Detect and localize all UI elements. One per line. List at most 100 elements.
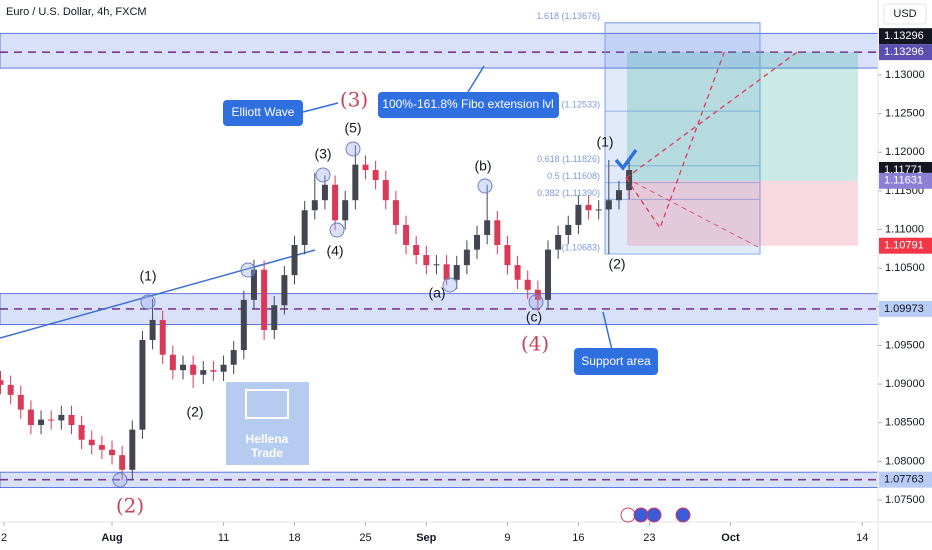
x-tick-label: 18 xyxy=(288,532,300,544)
x-tick-label: 25 xyxy=(359,532,371,544)
candle-body xyxy=(575,204,582,225)
candle-body xyxy=(626,170,633,191)
candle-body xyxy=(230,350,237,365)
y-tick-label: 1.12000 xyxy=(885,146,925,158)
price-label-box xyxy=(879,44,932,61)
price-label-box xyxy=(879,237,932,254)
callout xyxy=(223,100,303,126)
price-label: 1.07763 xyxy=(884,474,924,486)
candle-body xyxy=(220,364,227,372)
fib-label: 0.5 (1.11608) xyxy=(547,171,600,181)
callout xyxy=(574,348,658,375)
candle-body xyxy=(109,449,116,456)
y-tick-label: 1.08000 xyxy=(885,455,925,467)
wave-label: (b) xyxy=(474,158,491,174)
candle-body xyxy=(261,269,268,330)
x-tick-label: 9 xyxy=(504,532,510,544)
wave-label: (2) xyxy=(608,256,625,272)
price-label-box xyxy=(879,28,932,45)
candle-body xyxy=(565,224,572,235)
candle-body xyxy=(98,445,105,450)
callout-text: Elliott Wave xyxy=(232,105,295,119)
currency-box[interactable] xyxy=(883,3,927,25)
candle-body xyxy=(250,269,257,300)
candle-body xyxy=(494,220,501,246)
pointer xyxy=(602,311,613,351)
candle-body xyxy=(7,384,14,395)
logo-icon xyxy=(245,389,289,419)
pointer xyxy=(302,102,339,113)
fib-label: (1.12533) xyxy=(561,99,600,109)
candle-body xyxy=(169,354,176,371)
price-label: 1.13296 xyxy=(884,30,924,42)
fib-box xyxy=(604,22,761,255)
candle-body xyxy=(585,204,592,211)
overlays: 1.618 (1.13676) (1.12533) 0.618 (1.11826) 0… xyxy=(0,11,879,489)
candle-body xyxy=(362,164,369,171)
x-tick-label: 14 xyxy=(856,532,868,544)
candle-body xyxy=(423,255,430,266)
event-icons xyxy=(620,507,691,523)
callout xyxy=(378,92,559,118)
candle-body xyxy=(129,429,136,470)
y-tick-label: 1.07500 xyxy=(885,494,925,506)
symbol: Euro / U.S. Dollar, 4h, FXCM xyxy=(6,6,147,18)
candle-body xyxy=(463,249,470,266)
wave-label: (2) xyxy=(186,404,203,420)
candle-body xyxy=(321,184,328,201)
y-tick-label: 1.08500 xyxy=(885,417,925,429)
price-label-box xyxy=(879,300,932,317)
candle-body xyxy=(443,264,450,280)
projection xyxy=(625,49,801,249)
candle-body xyxy=(139,340,146,430)
price-label: 1.09973 xyxy=(884,303,924,315)
zone xyxy=(0,32,879,69)
candle-body xyxy=(48,419,55,421)
candle-body xyxy=(514,265,521,280)
major-wave-label: (3) xyxy=(340,88,368,112)
candle-body xyxy=(159,319,166,355)
major-wave-label: (2) xyxy=(116,494,144,518)
y-tick-label: 1.11000 xyxy=(885,223,924,235)
check-mark xyxy=(614,148,638,171)
candle-body xyxy=(88,439,95,446)
y-tick-label: 1.13000 xyxy=(885,69,925,81)
candle-body xyxy=(332,184,339,221)
candle-body xyxy=(372,170,379,181)
candle-body xyxy=(595,209,602,211)
wave-label: (4) xyxy=(326,243,343,259)
price-label: 1.13296 xyxy=(884,46,924,58)
wave-circles xyxy=(112,141,544,488)
wave-label: (a) xyxy=(428,285,445,301)
candle-body xyxy=(271,305,278,330)
candle-body xyxy=(119,455,126,470)
x-tick-label: 16 xyxy=(572,532,584,544)
candle-body xyxy=(342,200,349,221)
candle-body xyxy=(311,200,318,211)
candle-body xyxy=(433,264,440,266)
candle-body xyxy=(453,265,460,280)
candle-body xyxy=(68,414,75,426)
candle-body xyxy=(382,180,389,201)
x-tick-label: Sep xyxy=(416,532,436,544)
candle-body xyxy=(413,245,420,256)
callout-text: Support area xyxy=(581,354,651,368)
currency[interactable]: USD xyxy=(893,8,916,20)
x-tick-label: Aug xyxy=(101,532,122,544)
y-tick-label: 1.09500 xyxy=(885,339,925,351)
y-tick-label: 1.12500 xyxy=(885,108,925,120)
candle-body xyxy=(555,234,562,250)
price-label: 1.10791 xyxy=(884,240,924,252)
fib-label: 1.618 (1.13676) xyxy=(536,11,600,21)
candles xyxy=(0,145,633,480)
wave-label: (c) xyxy=(526,309,542,325)
candle-body xyxy=(524,279,531,290)
price-label-box xyxy=(879,172,932,189)
candle-body xyxy=(17,394,24,410)
candle-body xyxy=(605,200,612,210)
candle-body xyxy=(474,234,481,250)
x-tick-label: 11 xyxy=(218,532,229,544)
wave-label: (1) xyxy=(596,134,613,150)
